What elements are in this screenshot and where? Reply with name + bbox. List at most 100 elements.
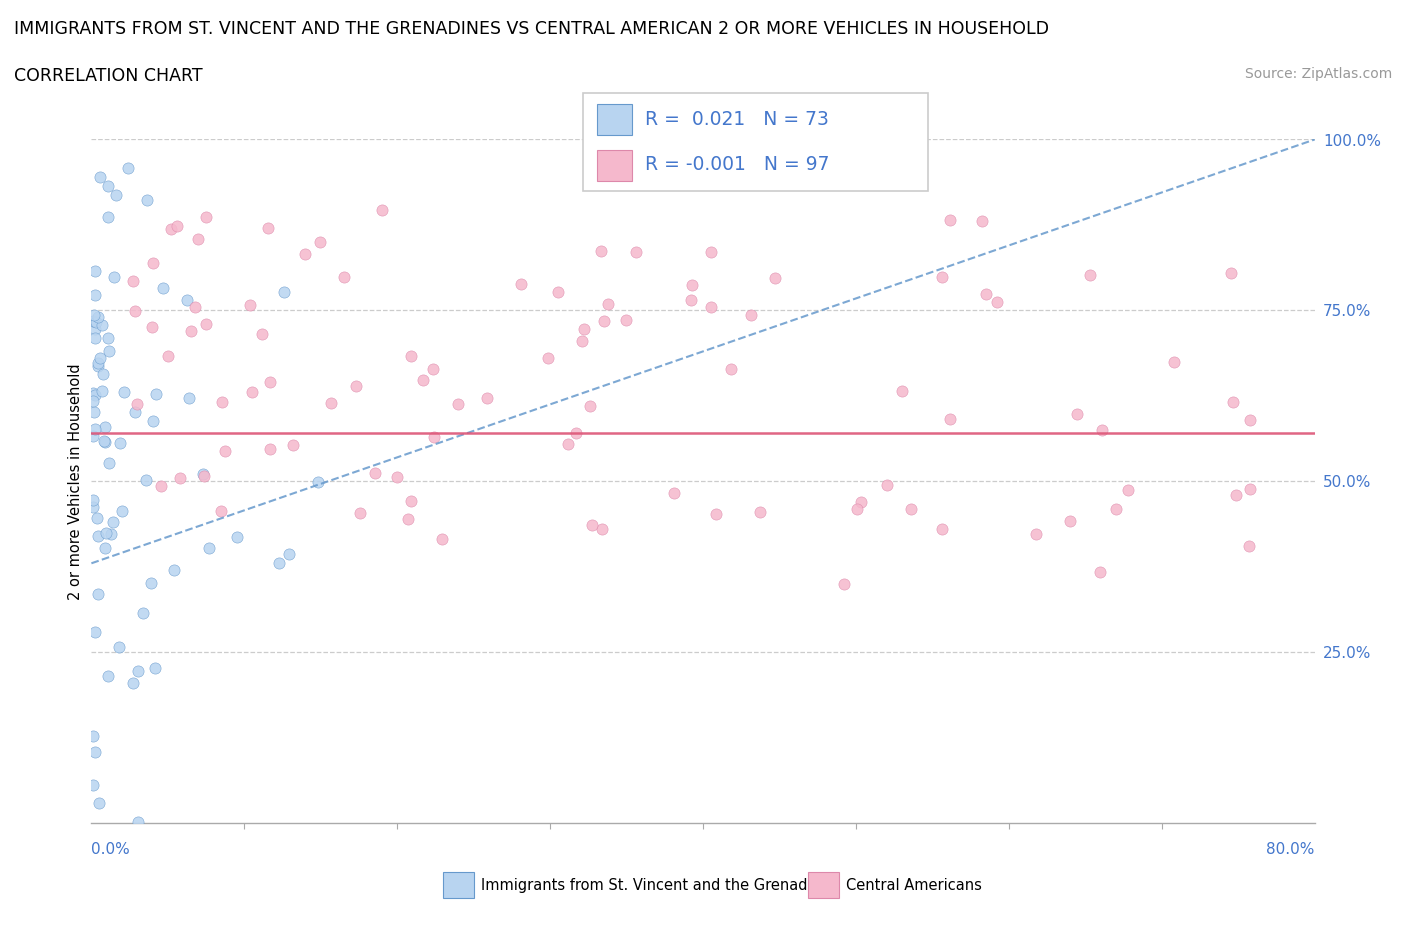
Point <box>83 263 105 278</box>
Point <box>84 625 107 640</box>
Point <box>278 546 301 561</box>
Text: Immigrants from St. Vincent and the Grenadines: Immigrants from St. Vincent and the Gren… <box>481 878 838 893</box>
Point <box>82 499 104 514</box>
Point <box>94 541 117 556</box>
Point <box>240 385 263 400</box>
Point <box>763 271 786 286</box>
Text: IMMIGRANTS FROM ST. VINCENT AND THE GRENADINES VS CENTRAL AMERICAN 2 OR MORE VEH: IMMIGRANTS FROM ST. VINCENT AND THE GREN… <box>14 20 1049 38</box>
Point <box>127 815 149 830</box>
Point <box>1163 354 1185 369</box>
Point <box>662 485 685 500</box>
Point <box>97 669 120 684</box>
Point <box>1078 268 1101 283</box>
Point <box>176 292 198 307</box>
Point <box>845 501 868 516</box>
Point <box>100 526 122 541</box>
Point <box>97 209 120 224</box>
Point <box>537 351 560 365</box>
Point <box>91 366 114 381</box>
Point <box>149 478 172 493</box>
Point <box>87 587 110 602</box>
Point <box>142 255 165 270</box>
Point <box>211 394 233 409</box>
Point <box>103 270 125 285</box>
Point <box>107 640 129 655</box>
Point <box>1222 394 1244 409</box>
Point <box>422 362 444 377</box>
Point <box>97 331 120 346</box>
Point <box>363 465 385 480</box>
Point <box>307 475 329 490</box>
Point <box>94 525 117 540</box>
Point <box>101 514 124 529</box>
Point <box>97 344 120 359</box>
Point <box>87 359 110 374</box>
Point <box>91 383 114 398</box>
Point <box>596 297 619 312</box>
Point <box>125 396 148 411</box>
Text: 0.0%: 0.0% <box>91 842 131 857</box>
Point <box>121 273 143 288</box>
Point <box>267 555 290 570</box>
Point <box>593 313 616 328</box>
Point <box>1105 502 1128 517</box>
Point <box>169 471 191 485</box>
Point <box>1225 487 1247 502</box>
Point <box>82 728 104 743</box>
Text: R = -0.001   N = 97: R = -0.001 N = 97 <box>645 154 830 174</box>
Point <box>139 576 162 591</box>
Point <box>259 375 281 390</box>
Point <box>83 308 105 323</box>
Point <box>82 777 104 792</box>
Point <box>571 334 593 349</box>
Point <box>166 219 188 233</box>
Point <box>294 246 316 261</box>
Point <box>124 405 146 419</box>
Point <box>1219 265 1241 280</box>
Point <box>82 429 104 444</box>
Point <box>972 213 994 228</box>
Point <box>156 349 179 364</box>
Point <box>94 419 117 434</box>
Text: CORRELATION CHART: CORRELATION CHART <box>14 67 202 85</box>
Point <box>740 308 762 323</box>
Point <box>97 456 120 471</box>
Point <box>112 384 135 399</box>
Point <box>572 322 595 337</box>
Point <box>191 466 214 481</box>
Point <box>132 606 155 621</box>
Point <box>93 434 115 449</box>
Point <box>396 512 419 526</box>
Point <box>939 411 962 426</box>
Text: R =  0.021   N = 73: R = 0.021 N = 73 <box>645 110 830 129</box>
Point <box>145 660 167 675</box>
Point <box>321 395 343 410</box>
Point <box>986 295 1008 310</box>
Point <box>422 430 444 445</box>
Point <box>135 193 157 207</box>
Point <box>581 518 603 533</box>
Point <box>349 505 371 520</box>
Point <box>681 278 703 293</box>
Point <box>1237 538 1260 553</box>
Point <box>614 312 637 327</box>
Point <box>87 529 110 544</box>
Point <box>557 437 579 452</box>
Point <box>93 434 115 449</box>
Point <box>704 507 727 522</box>
Point <box>124 303 146 318</box>
Point <box>83 387 105 402</box>
Point <box>1239 413 1261 428</box>
Text: Source: ZipAtlas.com: Source: ZipAtlas.com <box>1244 67 1392 81</box>
Point <box>214 444 236 458</box>
Point <box>87 795 110 810</box>
Point <box>900 501 922 516</box>
Point <box>84 744 107 759</box>
Point <box>624 244 647 259</box>
Point <box>145 387 167 402</box>
Point <box>84 331 107 346</box>
Point <box>90 318 112 333</box>
Point <box>259 442 281 457</box>
Point <box>1025 526 1047 541</box>
Point <box>177 391 200 405</box>
